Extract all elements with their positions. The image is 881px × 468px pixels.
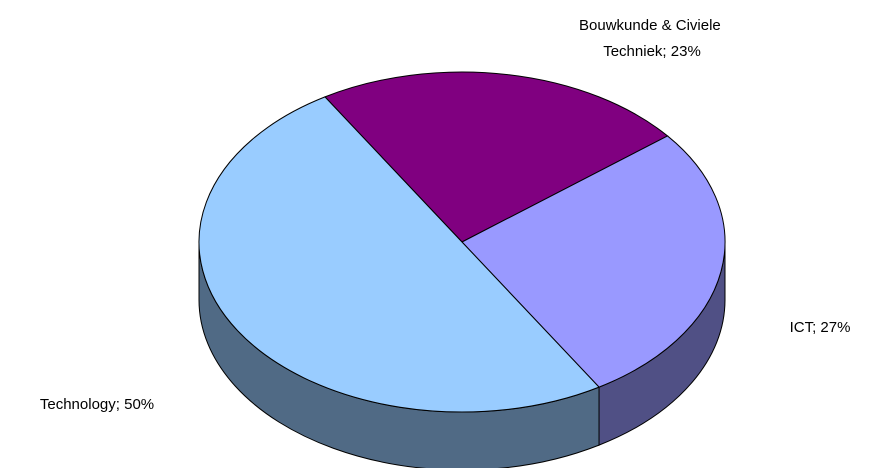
data-label: Technology; 50% <box>40 396 154 413</box>
data-label: ICT; 27% <box>790 319 851 336</box>
slice <box>461 135 726 388</box>
label-line: Bouwkunde & Civiele <box>579 17 725 34</box>
slice <box>198 96 600 413</box>
data-label: Bouwkunde & Civiele Techniek; 23% <box>579 17 725 60</box>
slice <box>324 71 669 243</box>
label-line: Techniek; 23% <box>603 43 701 60</box>
